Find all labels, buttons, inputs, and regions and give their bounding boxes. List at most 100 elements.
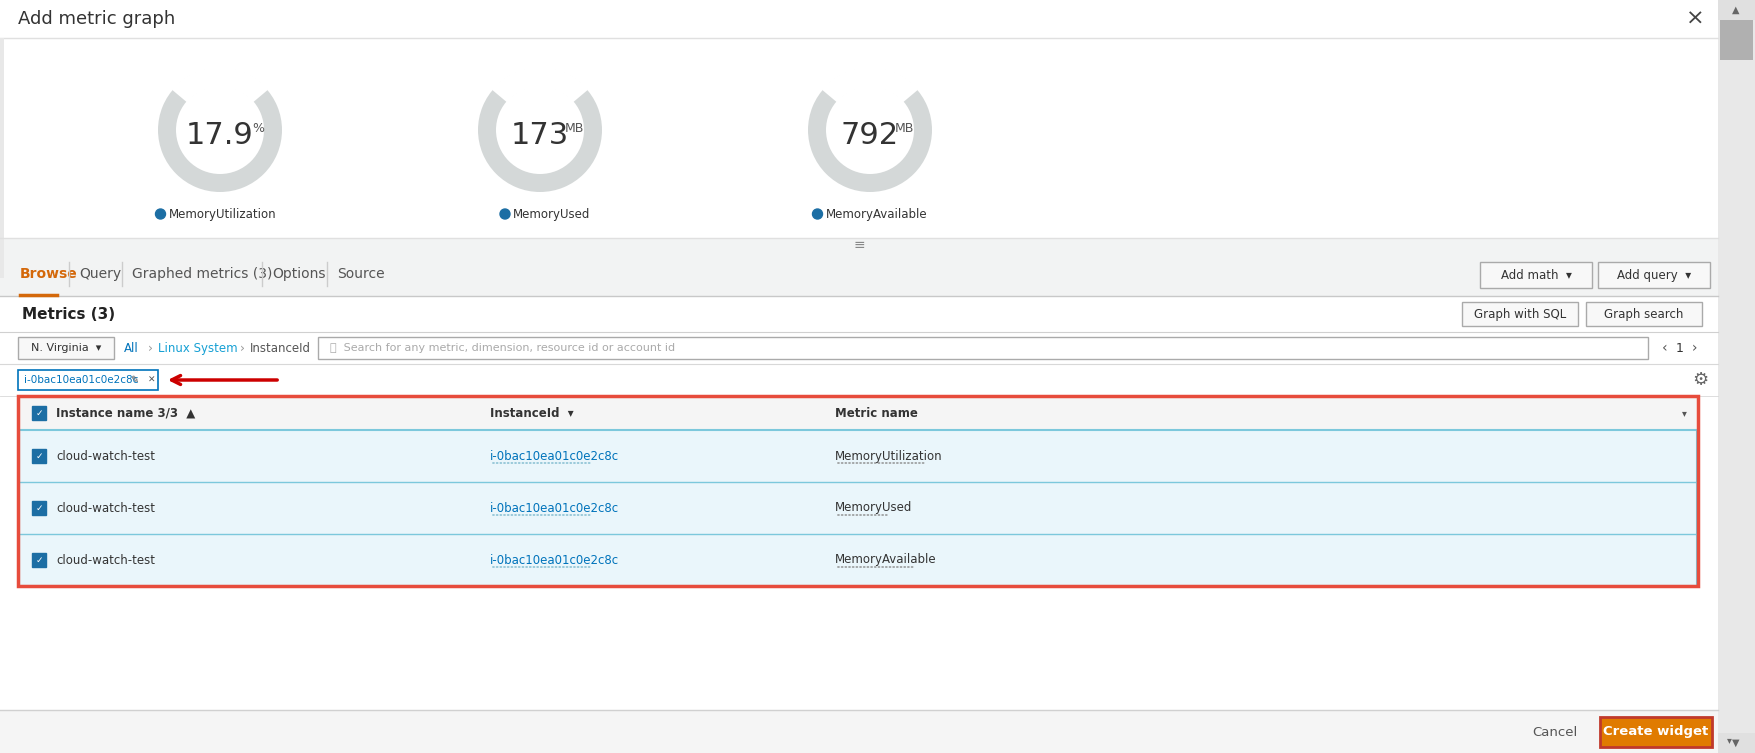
Bar xyxy=(19,482,1697,534)
Bar xyxy=(318,337,1648,359)
Text: 17.9: 17.9 xyxy=(186,120,254,150)
Wedge shape xyxy=(807,68,932,192)
Text: ‹: ‹ xyxy=(1662,341,1667,355)
Text: ›: › xyxy=(1692,341,1697,355)
Wedge shape xyxy=(172,67,269,102)
Text: MemoryUtilization: MemoryUtilization xyxy=(835,450,942,462)
Text: 173: 173 xyxy=(511,120,569,150)
Text: ▾: ▾ xyxy=(1681,408,1687,418)
Text: ✓: ✓ xyxy=(35,408,42,417)
Bar xyxy=(0,238,1718,252)
Bar xyxy=(0,252,1718,296)
Text: ✎: ✎ xyxy=(130,375,139,385)
Text: cloud-watch-test: cloud-watch-test xyxy=(56,450,154,462)
Bar xyxy=(32,406,46,420)
Text: ✓: ✓ xyxy=(35,556,42,565)
Text: i-0bac10ea01c0e2c8c: i-0bac10ea01c0e2c8c xyxy=(490,450,620,462)
Bar xyxy=(32,553,46,567)
Text: Options: Options xyxy=(272,267,325,281)
Text: Add metric graph: Add metric graph xyxy=(18,10,176,28)
Bar xyxy=(18,396,1699,586)
Bar xyxy=(19,430,1697,482)
Text: MB: MB xyxy=(565,121,584,135)
Text: MemoryAvailable: MemoryAvailable xyxy=(825,208,927,221)
Text: Add query  ▾: Add query ▾ xyxy=(1616,269,1692,282)
Text: Metrics (3): Metrics (3) xyxy=(23,306,116,322)
Bar xyxy=(0,296,1718,332)
Circle shape xyxy=(156,209,165,219)
Text: ▲: ▲ xyxy=(1732,5,1739,15)
Text: Graph with SQL: Graph with SQL xyxy=(1474,307,1565,321)
Text: MemoryUsed: MemoryUsed xyxy=(835,501,913,514)
Bar xyxy=(0,586,1718,753)
Bar xyxy=(1718,0,1755,753)
Bar xyxy=(19,534,1697,586)
Text: 1: 1 xyxy=(1676,342,1685,355)
Text: ×: × xyxy=(1687,9,1704,29)
Text: MemoryUtilization: MemoryUtilization xyxy=(168,208,276,221)
Text: MB: MB xyxy=(895,121,914,135)
Text: Graph search: Graph search xyxy=(1604,307,1683,321)
Bar xyxy=(18,396,1699,430)
Bar xyxy=(0,38,4,278)
Bar xyxy=(18,396,1699,586)
Bar xyxy=(18,370,158,390)
Text: ✓: ✓ xyxy=(35,504,42,513)
Bar xyxy=(0,710,1718,753)
Text: ✕: ✕ xyxy=(147,376,156,385)
Text: Linux System: Linux System xyxy=(158,342,237,355)
Text: MemoryUsed: MemoryUsed xyxy=(512,208,590,221)
Bar xyxy=(1479,262,1592,288)
Text: Source: Source xyxy=(337,267,384,281)
FancyArrowPatch shape xyxy=(172,376,277,385)
Text: Create widget: Create widget xyxy=(1604,725,1709,739)
Text: ▼: ▼ xyxy=(1732,738,1739,748)
Bar xyxy=(1462,302,1578,326)
Bar xyxy=(18,337,114,359)
Wedge shape xyxy=(491,67,588,102)
Text: cloud-watch-test: cloud-watch-test xyxy=(56,553,154,566)
Text: InstanceId  ▾: InstanceId ▾ xyxy=(490,407,574,419)
Text: ›: › xyxy=(147,342,153,355)
Text: ›: › xyxy=(240,342,246,355)
Text: Graphed metrics (3): Graphed metrics (3) xyxy=(132,267,272,281)
Bar xyxy=(32,449,46,463)
Bar xyxy=(1601,717,1711,747)
Wedge shape xyxy=(477,68,602,192)
Text: i-0bac10ea01c0e2c8c: i-0bac10ea01c0e2c8c xyxy=(490,553,620,566)
Wedge shape xyxy=(158,68,283,192)
Text: 🔍  Search for any metric, dimension, resource id or account id: 🔍 Search for any metric, dimension, reso… xyxy=(330,343,676,353)
Text: ≡: ≡ xyxy=(853,238,865,252)
Wedge shape xyxy=(821,67,918,102)
Text: InstanceId: InstanceId xyxy=(249,342,311,355)
Text: Add math  ▾: Add math ▾ xyxy=(1501,269,1571,282)
Text: Metric name: Metric name xyxy=(835,407,918,419)
Bar xyxy=(1718,733,1755,753)
Text: Cancel: Cancel xyxy=(1532,725,1578,739)
Bar xyxy=(1599,262,1709,288)
Text: 792: 792 xyxy=(841,120,899,150)
Text: %: % xyxy=(253,121,263,135)
Text: MemoryAvailable: MemoryAvailable xyxy=(835,553,937,566)
Bar xyxy=(1587,302,1702,326)
Text: ⚙: ⚙ xyxy=(1692,371,1708,389)
Bar xyxy=(0,38,1718,278)
Text: N. Virginia  ▾: N. Virginia ▾ xyxy=(32,343,102,353)
Bar xyxy=(0,0,1718,38)
Text: ▾: ▾ xyxy=(1727,735,1732,745)
Text: Browse: Browse xyxy=(19,267,77,281)
Bar xyxy=(32,501,46,515)
Circle shape xyxy=(813,209,823,219)
Text: All: All xyxy=(125,342,139,355)
Bar xyxy=(1720,20,1753,60)
Text: ✓: ✓ xyxy=(35,452,42,461)
Bar xyxy=(1718,0,1755,20)
Text: Instance name 3/3  ▲: Instance name 3/3 ▲ xyxy=(56,407,195,419)
Text: Query: Query xyxy=(79,267,121,281)
Text: i-0bac10ea01c0e2c8c: i-0bac10ea01c0e2c8c xyxy=(490,501,620,514)
Bar xyxy=(0,332,1718,364)
Bar xyxy=(0,364,1718,396)
Text: i-0bac10ea01c0e2c8c: i-0bac10ea01c0e2c8c xyxy=(25,375,139,385)
Circle shape xyxy=(500,209,511,219)
Text: cloud-watch-test: cloud-watch-test xyxy=(56,501,154,514)
